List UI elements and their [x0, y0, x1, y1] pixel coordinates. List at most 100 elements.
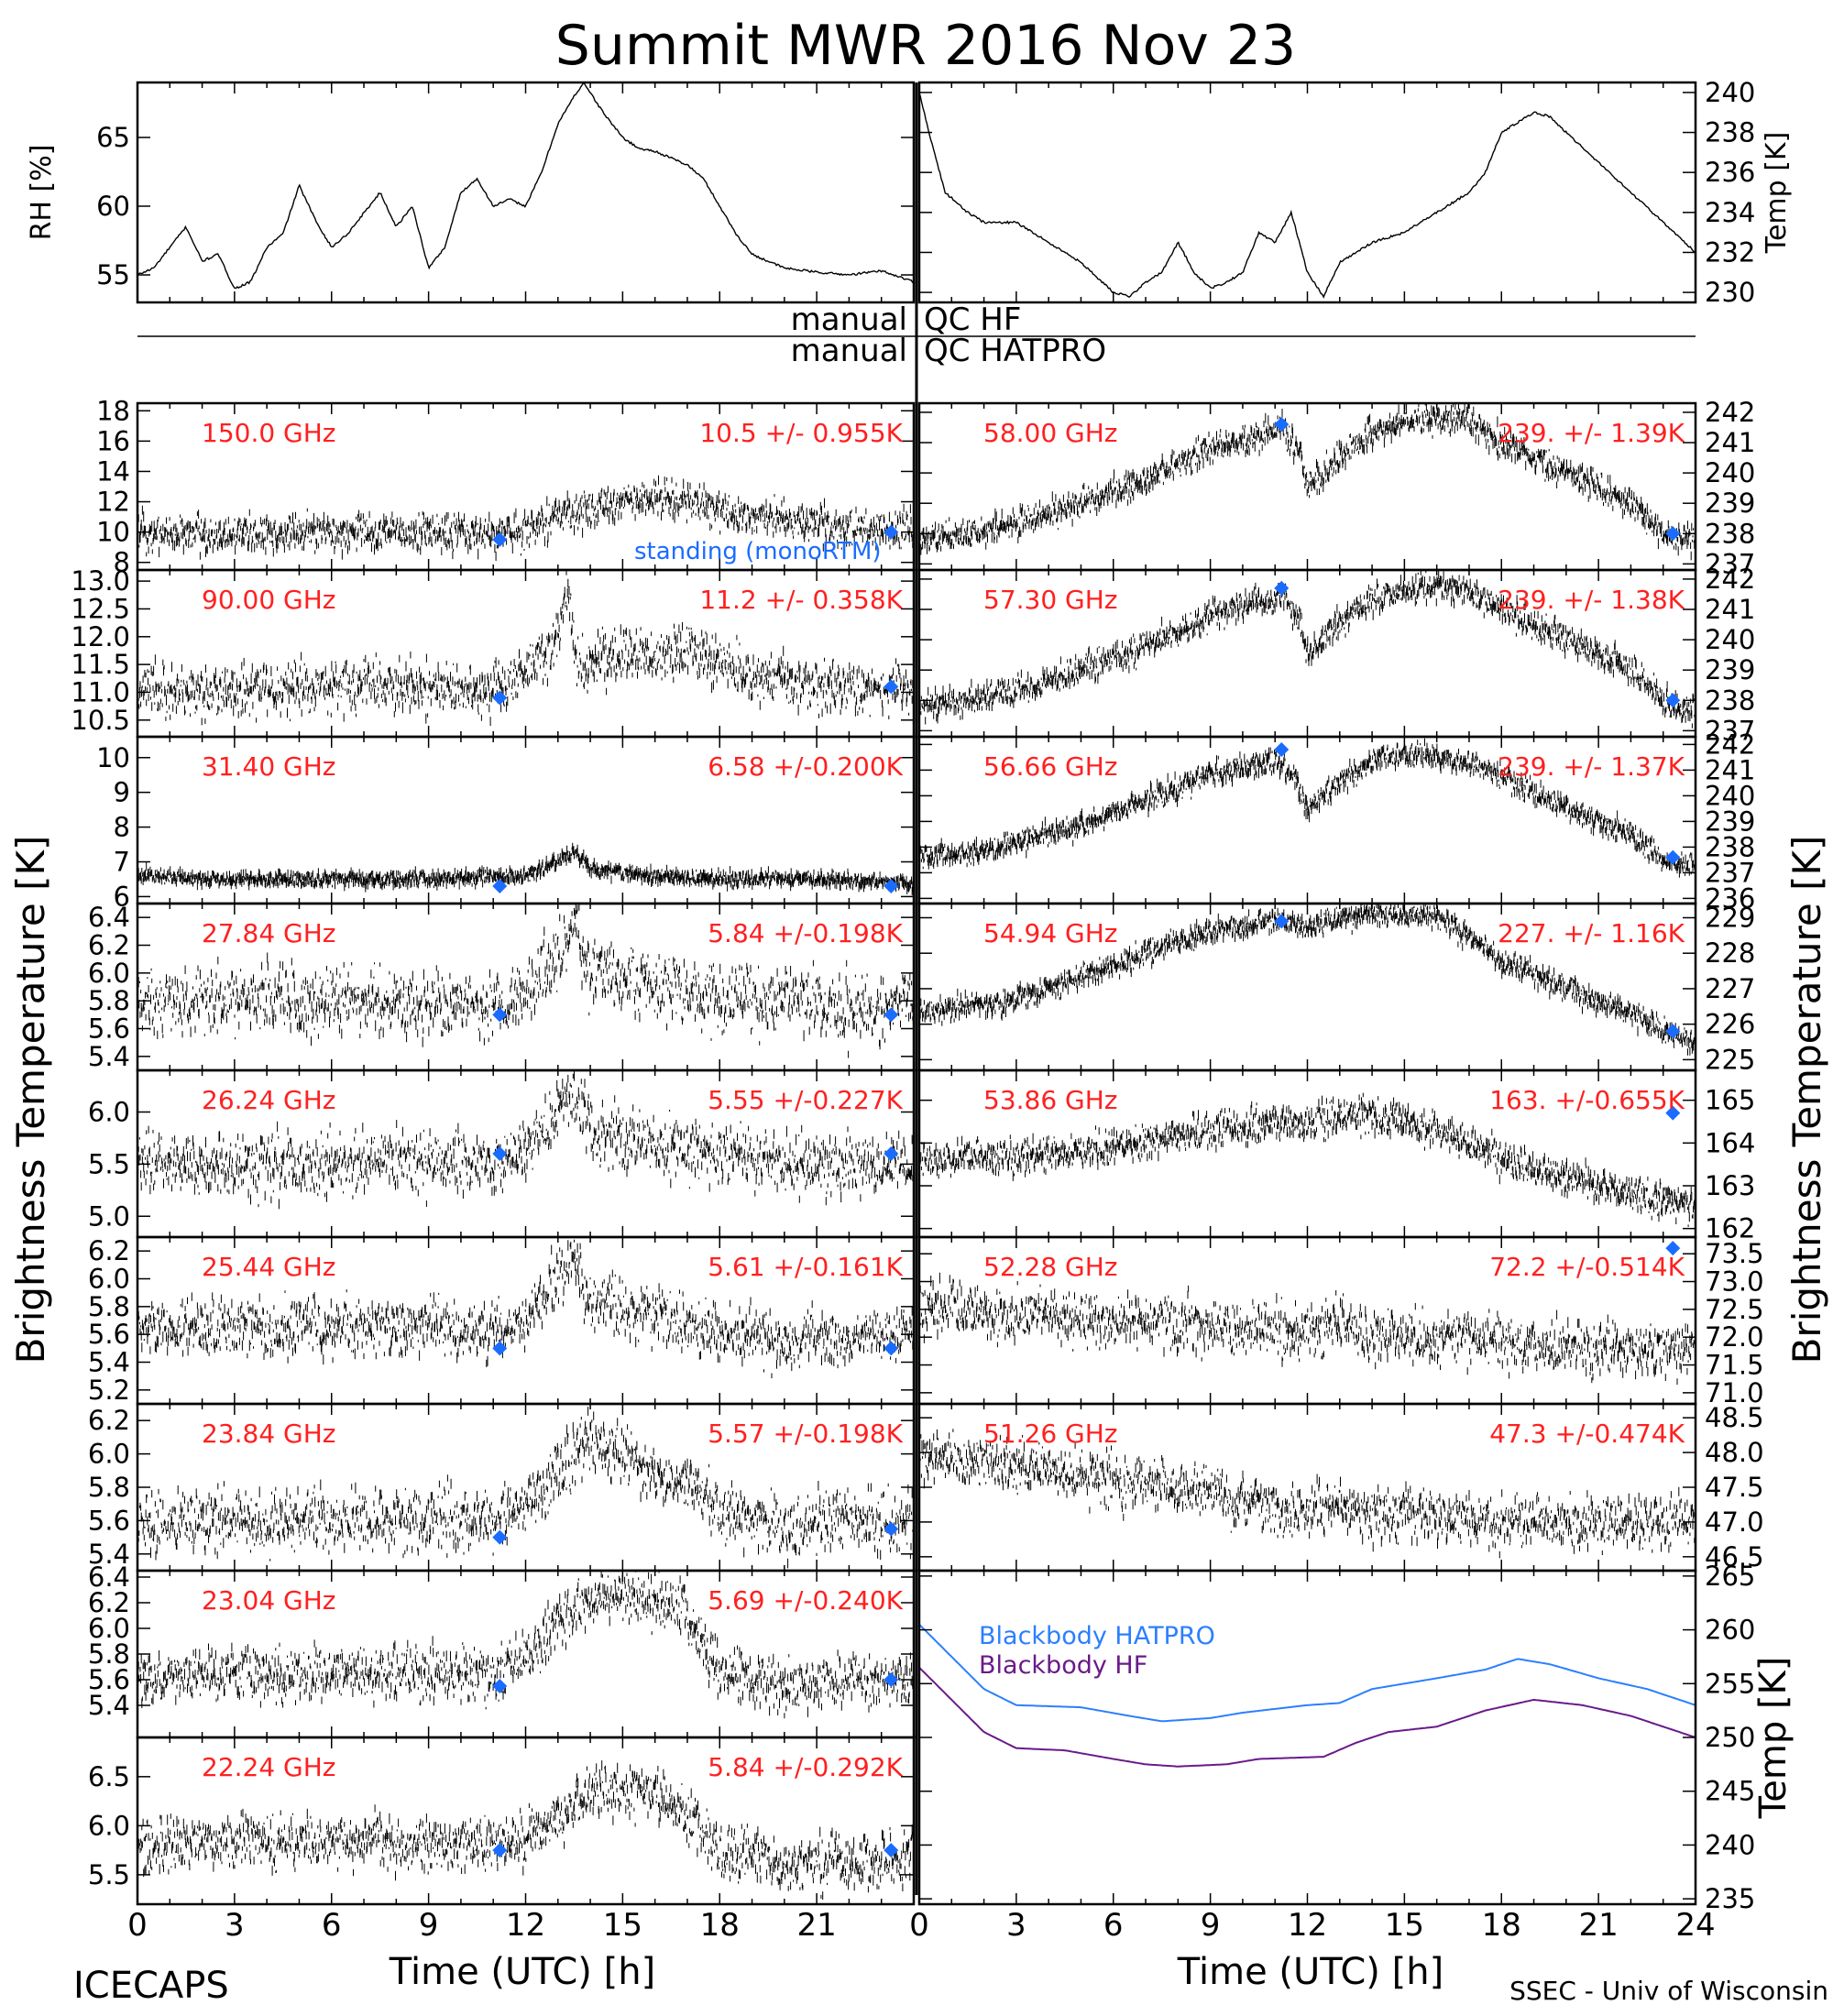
ytick-label-ch5666: 240 [1705, 780, 1755, 811]
ytick-label-bb: 245 [1705, 1776, 1755, 1807]
ytick-label-ch150: 10 [96, 517, 130, 548]
channel-stat-ch150: 10.5 +/- 0.955K [699, 418, 903, 448]
channel-stat-ch2224: 5.84 +/-0.292K [708, 1752, 903, 1782]
panel-ch5126: 46.547.0 47.5 48.0 48.5 51.26 GHz 47.3 +/-0.4… [917, 1402, 1764, 1572]
channel-stat-ch5386: 163. +/-0.655K [1489, 1085, 1685, 1115]
channel-stat-ch2304: 5.69 +/-0.240K [708, 1585, 903, 1616]
channel-stat-ch2624: 5.55 +/-0.227K [708, 1085, 903, 1115]
channel-label-ch2544: 25.44 GHz [202, 1252, 336, 1282]
model-marker-ch2784-0 [492, 1007, 508, 1023]
ytick-label-ch5800: 240 [1705, 457, 1755, 488]
ytick-label-ch5666: 238 [1705, 831, 1755, 862]
ytick-label-ch2624: 5.5 [88, 1148, 130, 1179]
ytick-label-ch3140: 9 [114, 777, 130, 808]
legend-blackbody-hatpro: Blackbody HATPRO [979, 1622, 1215, 1650]
panel-ch90: 10.511.011.512.012.513.0 90.00 GHz 11.2 +/… [71, 565, 916, 739]
panel-ch2224: 5.5 6.0 6.5 22.24 GHz 5.84 +/-0.292K [88, 1736, 916, 1906]
ytick-label-ch5800: 241 [1705, 427, 1755, 458]
ytick-label-ch90: 12.5 [71, 593, 130, 624]
ytick-label-ch2784: 5.8 [88, 985, 130, 1016]
panel-ch2784-data [137, 904, 914, 1058]
ytick-label-temp: 230 [1705, 277, 1755, 308]
ytick-label-ch150: 16 [96, 425, 130, 456]
qc-hf-left-label: manual [791, 301, 907, 338]
ytick-label-ch5494: 227 [1705, 973, 1755, 1004]
ytick-label-ch90: 10.5 [71, 705, 130, 736]
channel-stat-ch5730: 239. +/- 1.38K [1498, 585, 1685, 615]
ytick-label-temp: 236 [1705, 157, 1755, 188]
ytick-label-ch5386: 164 [1705, 1127, 1755, 1158]
xtick-label-right: 0 [909, 1907, 929, 1944]
ytick-label-ch2384: 6.2 [88, 1405, 130, 1436]
model-marker-ch2224-0 [492, 1843, 508, 1858]
trace-ch90 [137, 570, 914, 727]
ytick-label-ch2384: 5.6 [88, 1505, 130, 1536]
ytick-label-ch5666: 242 [1705, 729, 1755, 760]
ytick-label-temp: 232 [1705, 236, 1755, 268]
qc-hatpro-right-label: QC HATPRO [924, 333, 1106, 369]
left-x-axis-tick-labels: 0 3 6 9 12 15 18 21 [127, 1907, 837, 1944]
trace-ch2384 [137, 1407, 914, 1569]
ytick-label-ch5800: 239 [1705, 488, 1755, 519]
ytick-label-ch2384: 6.0 [88, 1439, 130, 1470]
channel-label-ch90: 90.00 GHz [202, 585, 336, 615]
panel-ch2384-data [137, 1407, 914, 1569]
right-x-axis-label: Time (UTC) [h] [1177, 1951, 1443, 1993]
series-line-blackbody-hf [919, 1666, 1696, 1768]
ytick-label-ch5730: 237 [1705, 715, 1755, 746]
ytick-label-ch2304: 6.4 [88, 1561, 130, 1593]
ytick-label-ch2624: 6.0 [88, 1097, 130, 1128]
xtick-label-left: 15 [603, 1907, 642, 1944]
ytick-label-bb: 240 [1705, 1829, 1755, 1860]
channel-label-ch5730: 57.30 GHz [983, 585, 1118, 615]
ytick-label-ch5228: 72.0 [1705, 1321, 1764, 1353]
ytick-label-ch150: 14 [96, 455, 130, 487]
ytick-label-ch5228: 71.5 [1705, 1350, 1764, 1381]
ytick-label-ch90: 11.5 [71, 649, 130, 680]
trace-ch5386 [919, 1092, 1696, 1227]
ytick-label-ch2784: 5.4 [88, 1041, 130, 1072]
line-temp [919, 92, 1696, 299]
xtick-label-left: 12 [506, 1907, 545, 1944]
ytick-label-ch2544: 6.0 [88, 1264, 130, 1295]
model-marker-ch2384-1 [884, 1521, 899, 1537]
panel-rh: 55 60 65 RH [%] [26, 81, 916, 304]
channel-label-ch5386: 53.86 GHz [983, 1085, 1118, 1115]
ytick-label-rh: 60 [96, 191, 130, 222]
ytick-label-ch5666: 239 [1705, 805, 1755, 837]
ytick-label-ch5800: 237 [1705, 548, 1755, 579]
channel-label-ch5666: 56.66 GHz [983, 751, 1118, 782]
qc-hatpro-left-label: manual [791, 333, 907, 369]
model-marker-ch3140-1 [884, 879, 899, 894]
xtick-label-right: 24 [1675, 1907, 1715, 1944]
channel-label-ch5494: 54.94 GHz [983, 918, 1118, 948]
ytick-label-ch5386: 163 [1705, 1170, 1755, 1201]
channel-stat-ch5666: 239. +/- 1.37K [1498, 751, 1685, 782]
ytick-label-ch5494: 228 [1705, 937, 1755, 969]
model-marker-ch5730-0 [1274, 580, 1290, 596]
ytick-label-ch2384: 5.4 [88, 1539, 130, 1570]
channel-label-ch150: 150.0 GHz [202, 418, 336, 448]
ylabel-rh: RH [%] [26, 145, 58, 241]
legend-blackbody-hf: Blackbody HF [979, 1651, 1147, 1680]
ytick-label-ch5666: 241 [1705, 754, 1755, 785]
panel-rh-data [137, 82, 914, 290]
model-marker-ch5494-1 [1665, 1024, 1681, 1039]
channel-stat-ch5494: 227. +/- 1.16K [1498, 918, 1685, 948]
channel-stat-ch3140: 6.58 +/-0.200K [708, 751, 903, 782]
channel-stat-ch90: 11.2 +/- 0.358K [699, 585, 903, 615]
panel-ch5494-data [919, 904, 1696, 1056]
panel-ch2224-data [137, 1760, 914, 1901]
line-rh [137, 82, 914, 290]
ytick-label-ch5386: 165 [1705, 1085, 1755, 1116]
channel-label-ch5228: 52.28 GHz [983, 1252, 1118, 1282]
xtick-label-left: 3 [225, 1907, 245, 1944]
xtick-label-right: 21 [1578, 1907, 1618, 1944]
model-marker-ch2304-0 [492, 1679, 508, 1693]
ytick-label-ch2304: 5.4 [88, 1690, 130, 1721]
ytick-label-ch5800: 238 [1705, 518, 1755, 549]
